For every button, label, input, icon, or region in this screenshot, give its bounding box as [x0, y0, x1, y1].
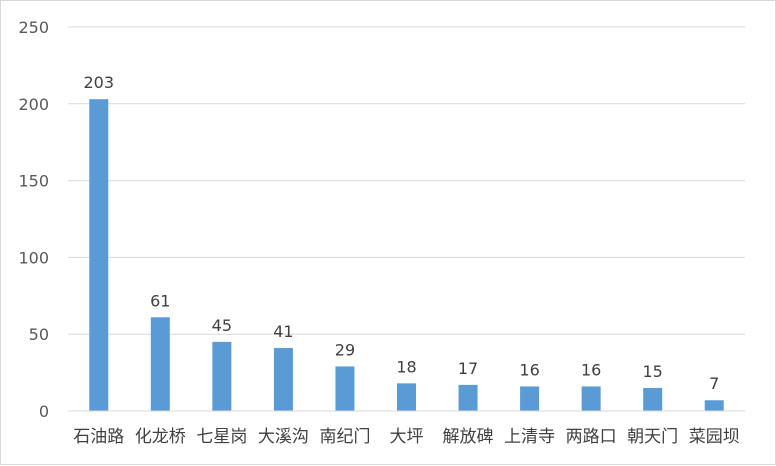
- data-label: 41: [273, 322, 293, 341]
- y-tick-label: 200: [18, 95, 49, 114]
- x-category-label: 石油路: [73, 427, 124, 447]
- data-label: 16: [581, 360, 601, 379]
- bar: [458, 384, 478, 411]
- x-category-label: 两路口: [566, 427, 617, 447]
- bar: [520, 386, 540, 411]
- bar: [704, 400, 724, 411]
- y-tick-label: 50: [29, 325, 49, 344]
- bar: [150, 317, 170, 411]
- x-category-label: 化龙桥: [135, 427, 186, 447]
- data-label: 16: [519, 360, 539, 379]
- data-label: 45: [212, 316, 232, 335]
- data-label: 17: [458, 359, 478, 378]
- x-category-label: 南纪门: [319, 427, 370, 447]
- data-label: 7: [709, 374, 719, 393]
- data-label: 15: [643, 362, 663, 381]
- x-category-label: 菜园坝: [689, 427, 740, 447]
- bar: [397, 383, 416, 411]
- x-category-label: 朝天门: [627, 427, 678, 447]
- x-category-label: 上清寺: [504, 427, 555, 447]
- gridlines: [68, 26, 745, 335]
- y-axis-ticks: 0 50 100 150 200 250: [18, 18, 49, 421]
- bar: [273, 348, 293, 411]
- y-tick-label: 150: [18, 172, 49, 191]
- data-label: 61: [150, 291, 170, 310]
- bar: [89, 99, 109, 411]
- bar: [212, 341, 232, 411]
- bar: [643, 387, 663, 411]
- data-label: 29: [335, 340, 355, 359]
- bar: [335, 366, 355, 411]
- data-labels: 203 61 45 41 29 18 17 16 16 15 7: [83, 73, 719, 393]
- x-axis-categories: 石油路 化龙桥 七星岗 大溪沟 南纪门 大坪 解放碑 上清寺 两路口 朝天门 菜园坝: [73, 427, 739, 447]
- bar: [581, 386, 601, 411]
- x-category-label: 大溪沟: [258, 427, 309, 447]
- x-category-label: 七星岗: [196, 427, 247, 447]
- data-label: 18: [396, 357, 416, 376]
- bars: [89, 99, 724, 411]
- y-tick-label: 100: [18, 248, 49, 267]
- y-tick-label: 0: [39, 402, 49, 421]
- x-category-label: 解放碑: [443, 427, 494, 447]
- y-tick-label: 250: [18, 18, 49, 37]
- data-label: 203: [83, 73, 114, 92]
- x-category-label: 大坪: [390, 427, 424, 447]
